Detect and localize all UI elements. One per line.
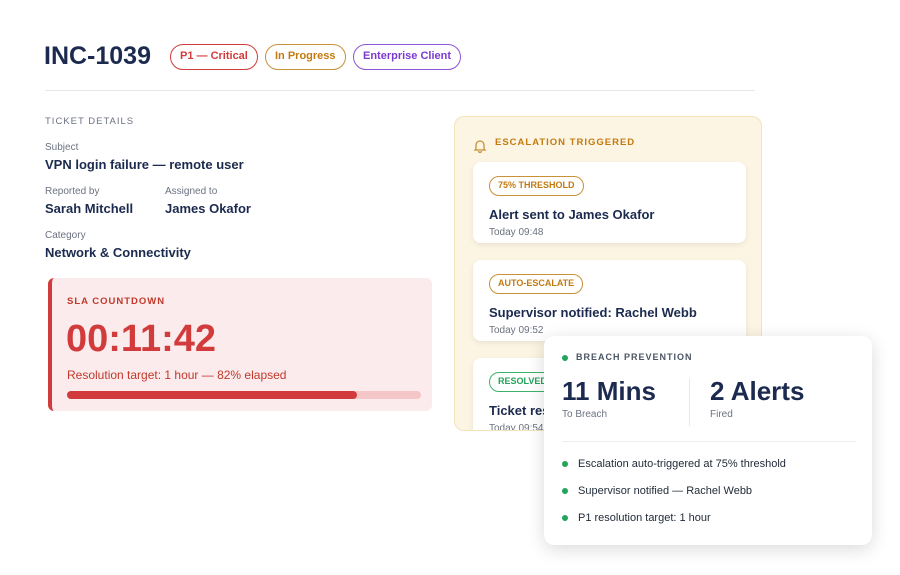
bullet <box>562 488 568 495</box>
sla-note: Resolution target: 1 hour — 82% elapsed <box>67 368 287 382</box>
field-value: James Okafor <box>165 201 251 216</box>
bell-icon <box>473 140 487 153</box>
stat-value: 2 Alerts <box>710 376 805 406</box>
client-badge: Enterprise Client <box>353 44 462 70</box>
divider <box>45 90 755 91</box>
stat-value: 11 Mins <box>562 376 656 406</box>
card-tag: 75% THRESHOLD <box>489 176 584 196</box>
bullet <box>562 461 568 468</box>
field-value: VPN login failure — remote user <box>45 157 244 172</box>
field-label: Reported by <box>45 186 100 197</box>
stat-label: Fired <box>710 409 733 420</box>
field-label: Assigned to <box>165 186 218 197</box>
field-value: Network & Connectivity <box>45 245 191 260</box>
card-tag: AUTO-ESCALATE <box>489 274 584 294</box>
field-label: Category <box>45 230 86 241</box>
stat-divider <box>689 378 690 426</box>
breach-item: Escalation auto-triggered at 75% thresho… <box>578 458 786 470</box>
bullet <box>562 515 568 522</box>
escalation-title: ESCALATION TRIGGERED <box>495 137 636 148</box>
field-label: Subject <box>45 142 79 153</box>
escalation-card: AUTO-ESCALATE Supervisor notified: Rache… <box>473 260 746 341</box>
card-title: Alert sent to James Okafor <box>489 207 655 222</box>
ticket-id: INC-1039 <box>44 42 151 70</box>
priority-badge: P1 — Critical <box>170 44 258 70</box>
stat-label: To Breach <box>562 409 608 420</box>
escalation-card: 75% THRESHOLD Alert sent to James Okafor… <box>473 162 746 243</box>
sla-title: SLA COUNTDOWN <box>67 296 166 307</box>
divider <box>562 441 856 442</box>
breach-title: BREACH PREVENTION <box>576 352 693 362</box>
status-dot <box>562 354 568 361</box>
breach-item: P1 resolution target: 1 hour <box>578 512 711 524</box>
sla-timer: 00:11:42 <box>66 318 217 360</box>
progress-track <box>67 391 421 399</box>
card-title: Supervisor notified: Rachel Webb <box>489 305 697 320</box>
section-title: TICKET DETAILS <box>45 116 135 127</box>
progress-fill <box>67 391 358 399</box>
card-time: Today 09:48 <box>489 227 544 238</box>
field-value: Sarah Mitchell <box>45 201 134 216</box>
card-time: Today 09:54 <box>489 423 544 431</box>
breach-card: BREACH PREVENTION 11 Mins To Breach 2 Al… <box>544 336 872 545</box>
card-time: Today 09:52 <box>489 325 544 336</box>
breach-item: Supervisor notified — Rachel Webb <box>578 485 753 497</box>
sla-box: SLA COUNTDOWN 00:11:42 Resolution target… <box>48 278 432 411</box>
status-badge: In Progress <box>265 44 346 70</box>
